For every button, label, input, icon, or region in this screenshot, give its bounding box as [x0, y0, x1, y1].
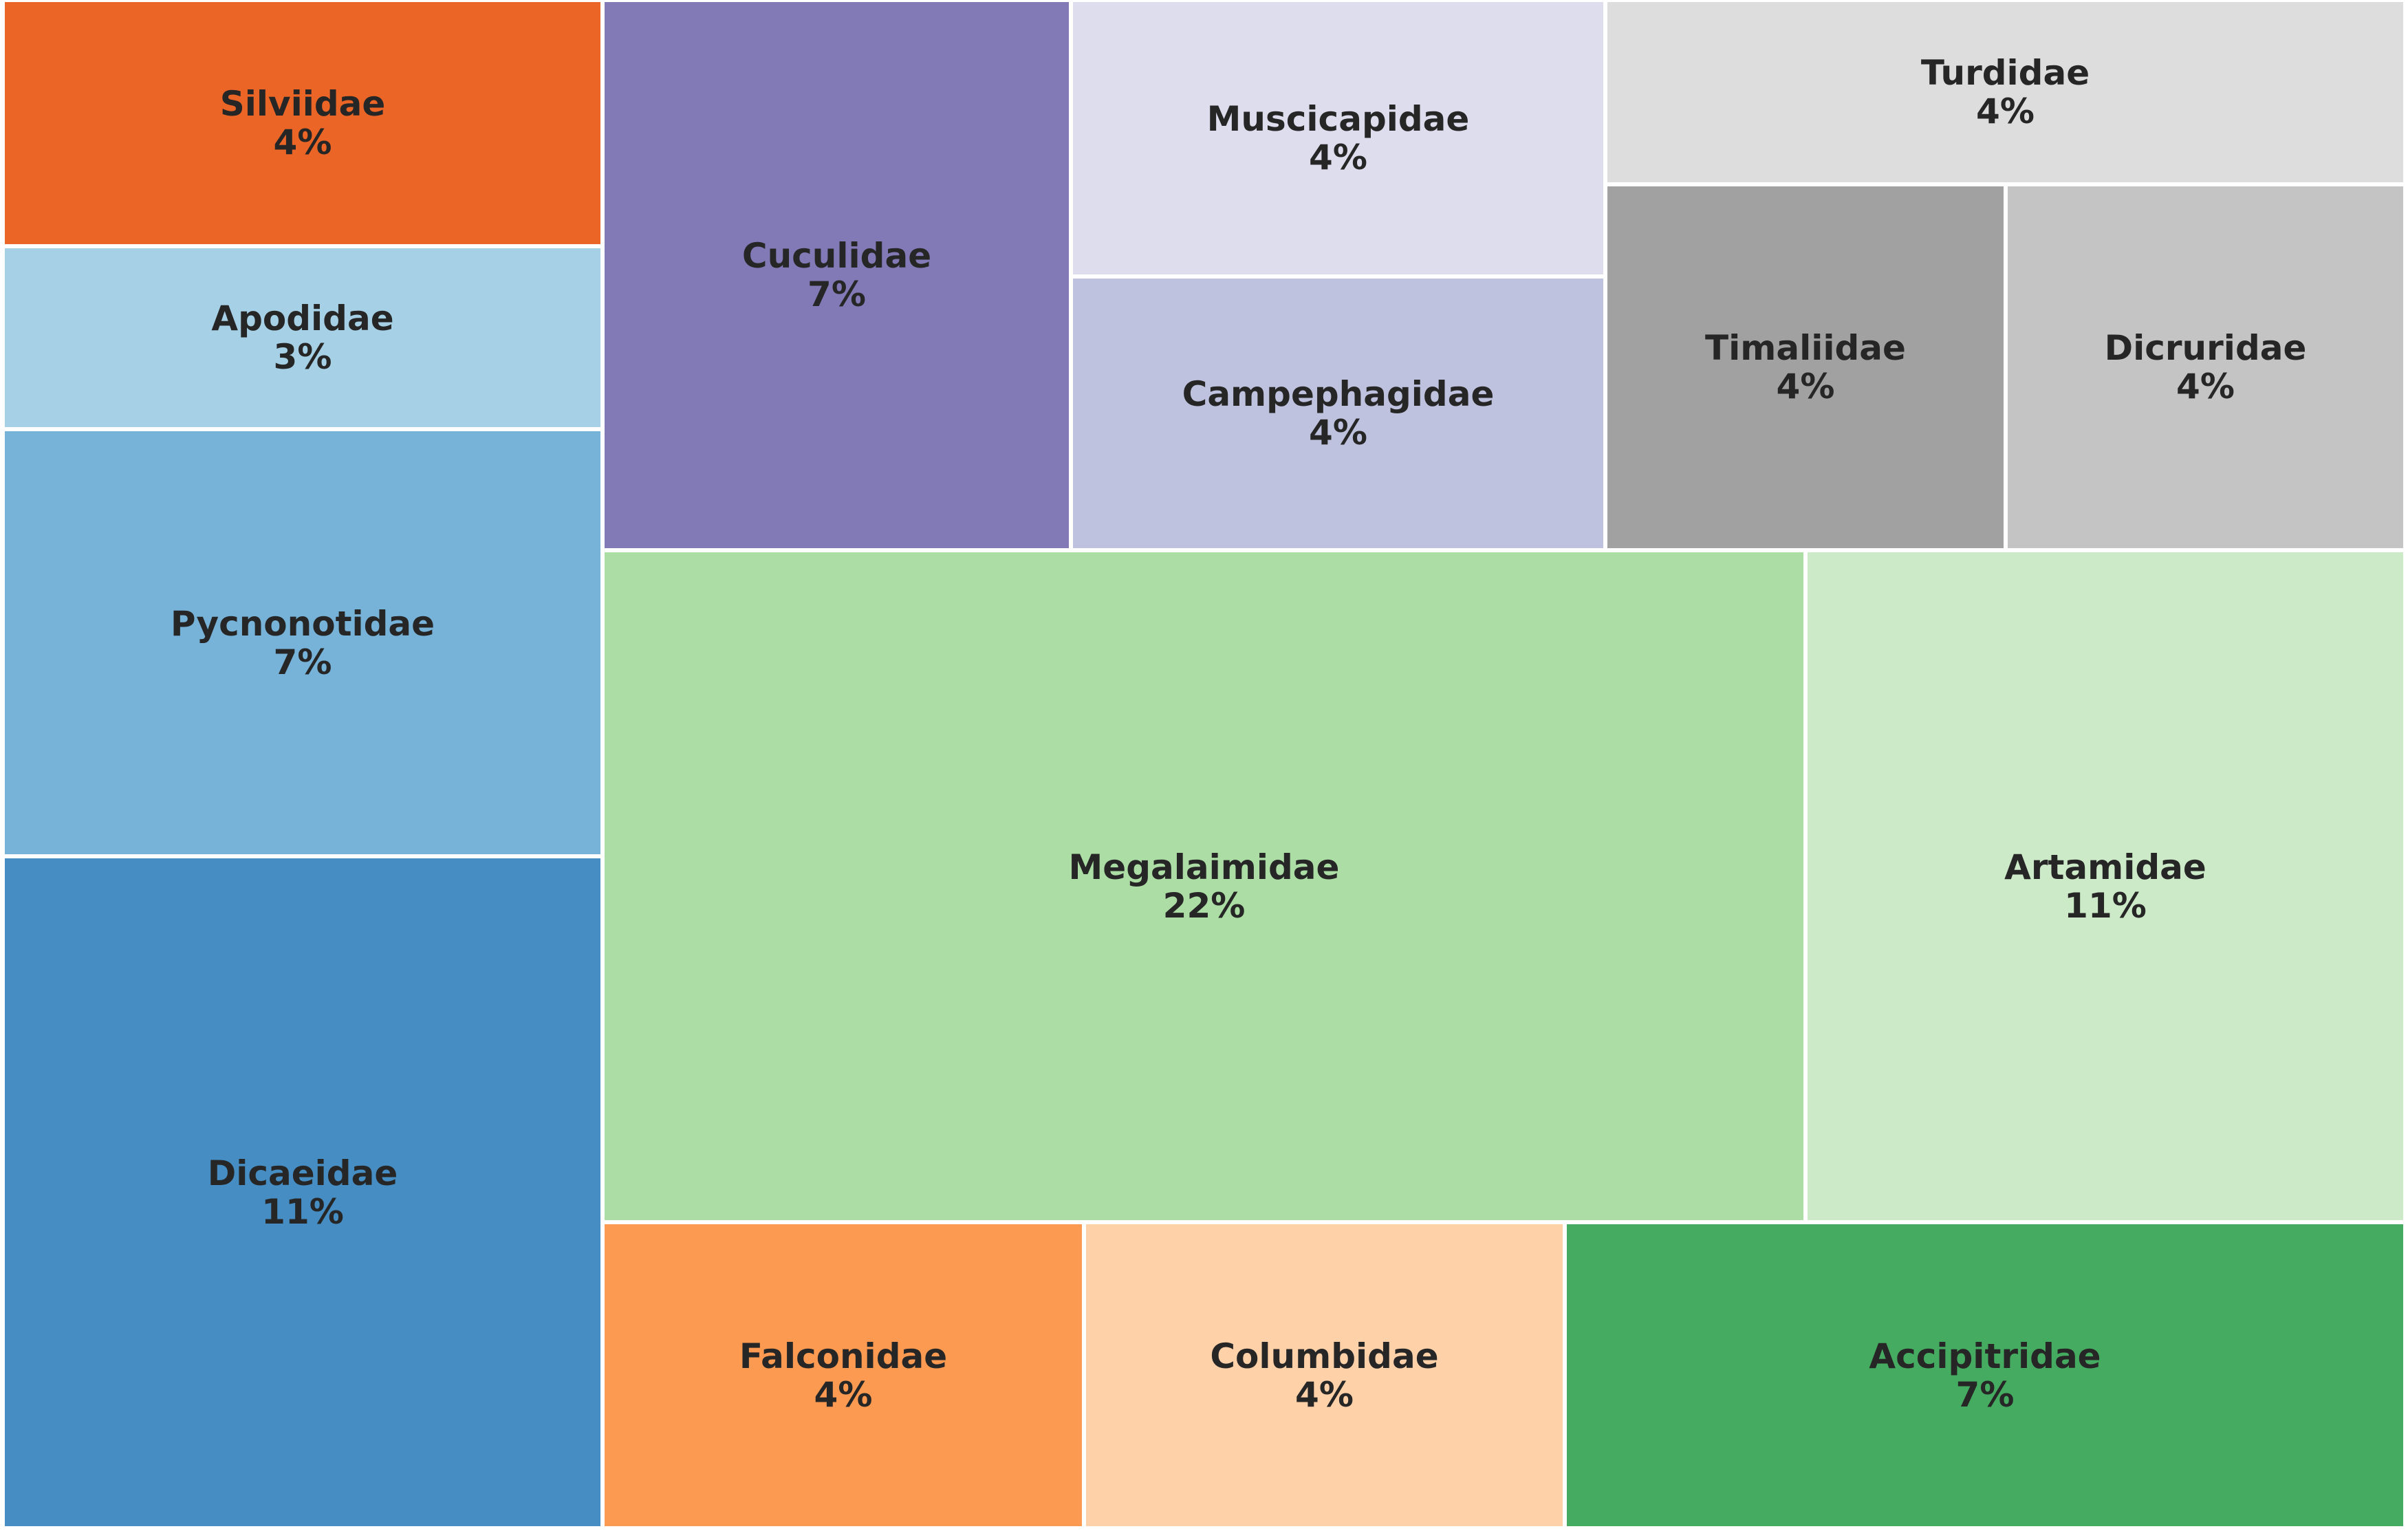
tile-label-muscicapidae: Muscicapidae: [1206, 99, 1470, 139]
tile-value-silviidae: 4%: [273, 122, 332, 162]
tile-value-campephagidae: 4%: [1309, 413, 1367, 453]
tile-label-turdidae: Turdidae: [1920, 53, 2090, 93]
treemap-tile-dicaeidae: Dicaeidae 11%: [3, 856, 603, 1528]
tile-value-cuculidae: 7%: [807, 274, 866, 314]
treemap-tile-turdidae: Turdidae 4%: [1605, 0, 2405, 184]
tile-value-falconidae: 4%: [814, 1374, 873, 1415]
tile-label-cuculidae: Cuculidae: [741, 236, 932, 276]
treemap-tile-accipitridae: Accipitridae 7%: [1565, 1222, 2405, 1528]
treemap-tile-muscicapidae: Muscicapidae 4%: [1071, 0, 1605, 276]
tile-label-dicaeidae: Dicaeidae: [207, 1153, 398, 1193]
tile-value-artamidae: 11%: [2064, 885, 2147, 926]
treemap-tile-campephagidae: Campephagidae 4%: [1071, 276, 1605, 550]
treemap-tile-pycnonotidae: Pycnonotidae 7%: [3, 429, 603, 856]
tile-label-megalaimidae: Megalaimidae: [1068, 847, 1340, 887]
tile-value-muscicapidae: 4%: [1309, 138, 1367, 177]
tile-label-columbidae: Columbidae: [1210, 1336, 1439, 1376]
tile-label-falconidae: Falconidae: [739, 1336, 948, 1376]
tile-label-campephagidae: Campephagidae: [1182, 374, 1495, 414]
treemap-tile-megalaimidae: Megalaimidae 22%: [603, 550, 1805, 1222]
tile-value-dicaeidae: 11%: [261, 1191, 344, 1232]
treemap-tile-falconidae: Falconidae 4%: [603, 1222, 1084, 1528]
treemap-tile-dicruridae: Dicruridae 4%: [2006, 184, 2405, 550]
tile-value-apodidae: 3%: [273, 337, 332, 377]
tile-label-silviidae: Silviidae: [219, 84, 386, 124]
tile-label-artamidae: Artamidae: [2004, 847, 2206, 887]
tile-value-pycnonotidae: 7%: [273, 642, 332, 682]
tile-label-pycnonotidae: Pycnonotidae: [170, 603, 435, 644]
tile-value-timaliidae: 4%: [1776, 367, 1835, 406]
tile-label-timaliidae: Timaliidae: [1705, 328, 1906, 368]
treemap-tile-columbidae: Columbidae 4%: [1084, 1222, 1565, 1528]
tile-value-turdidae: 4%: [1976, 91, 2035, 131]
treemap-tile-cuculidae: Cuculidae 7%: [603, 0, 1071, 550]
treemap-tile-apodidae: Apodidae 3%: [3, 246, 603, 429]
tile-label-accipitridae: Accipitridae: [1869, 1336, 2101, 1376]
tile-value-accipitridae: 7%: [1955, 1374, 2015, 1415]
tile-value-dicruridae: 4%: [2176, 367, 2235, 406]
tile-label-dicruridae: Dicruridae: [2104, 328, 2307, 368]
treemap-tile-artamidae: Artamidae 11%: [1805, 550, 2405, 1222]
tile-value-megalaimidae: 22%: [1162, 885, 1246, 926]
treemap-tile-silviidae: Silviidae 4%: [3, 0, 603, 246]
tile-value-columbidae: 4%: [1295, 1374, 1354, 1415]
tile-label-apodidae: Apodidae: [211, 298, 394, 338]
treemap-tile-timaliidae: Timaliidae 4%: [1605, 184, 2006, 550]
